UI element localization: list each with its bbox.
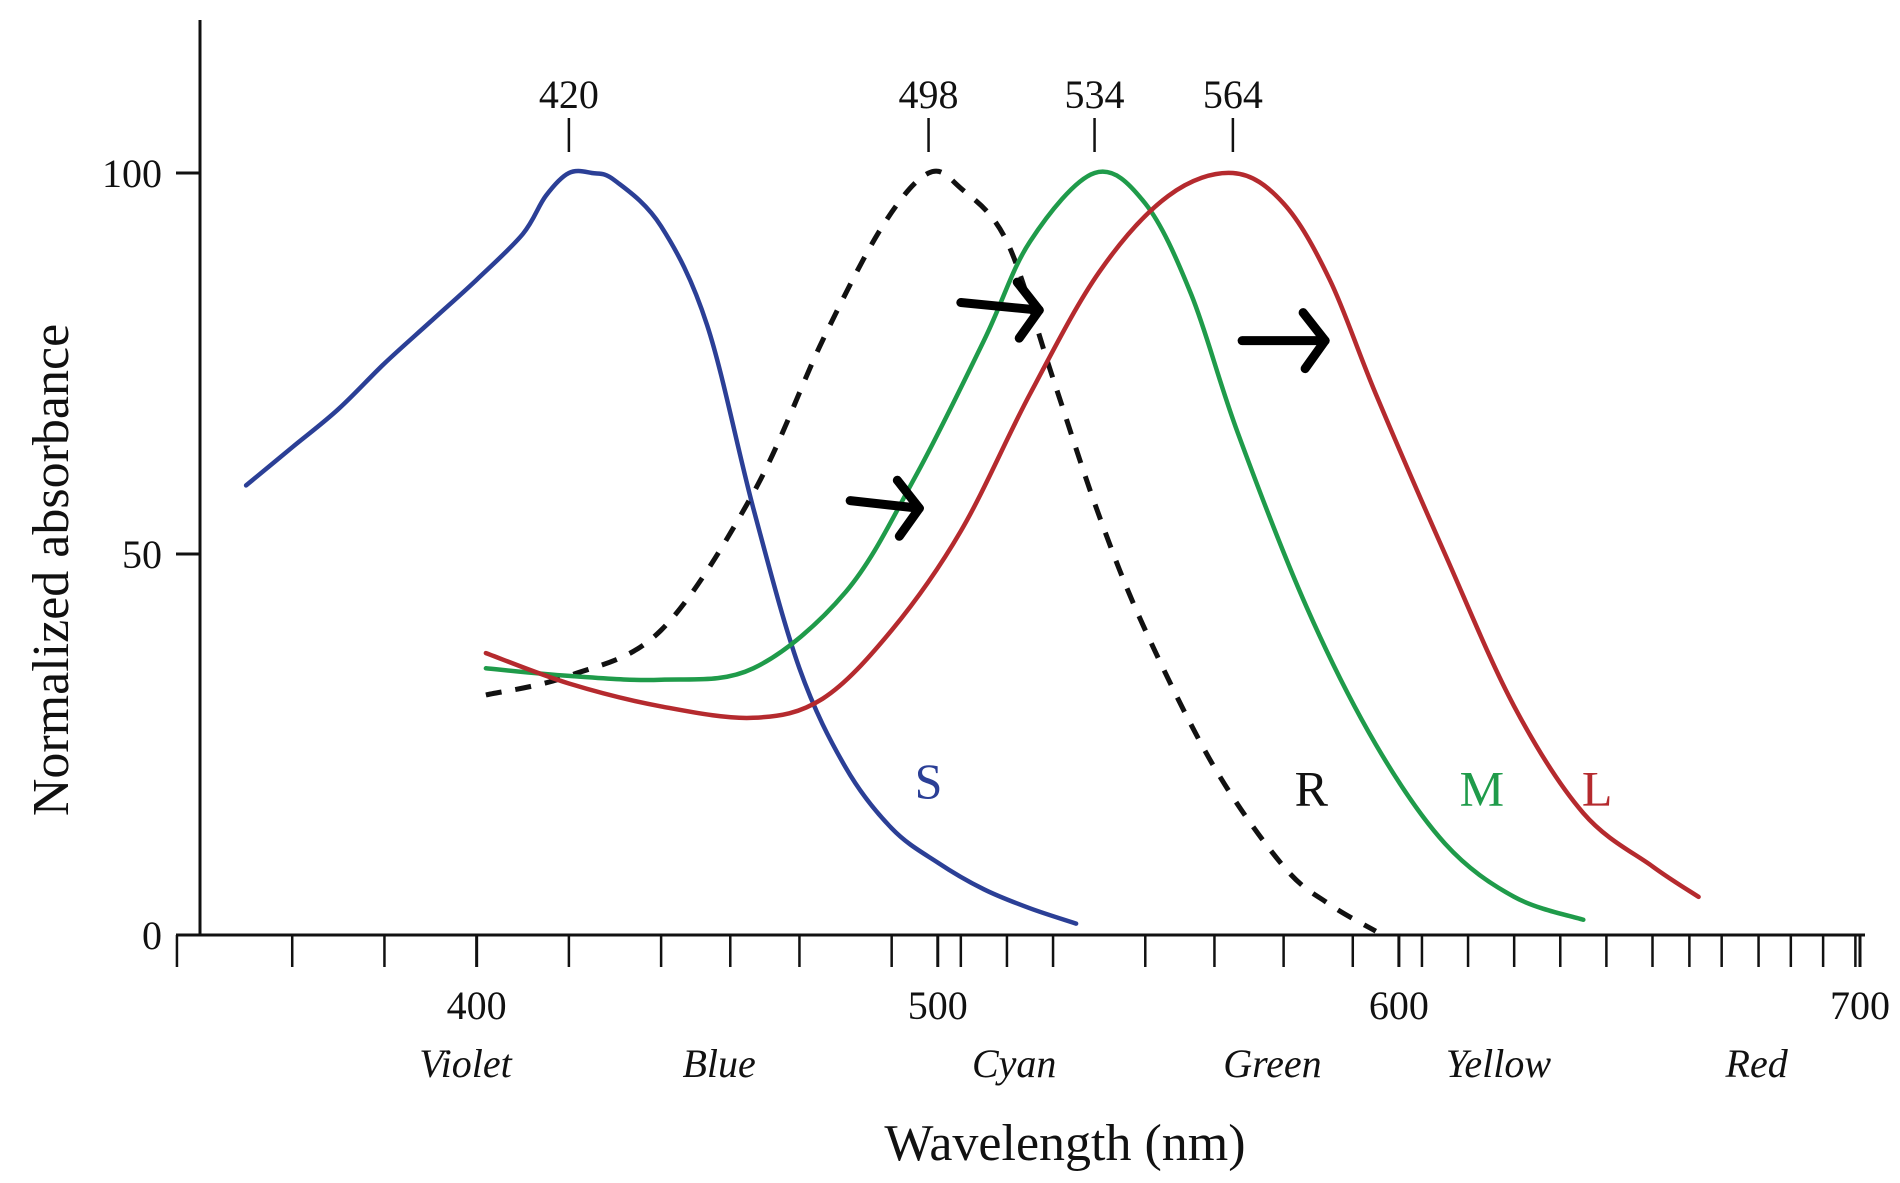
x-tick-label: 400 [447, 983, 507, 1028]
shift-arrow [956, 277, 1044, 343]
color-band-blue: Blue [682, 1041, 755, 1086]
series-label-m: M [1460, 760, 1504, 816]
color-band-red: Red [1725, 1041, 1789, 1086]
shift-arrows [845, 277, 1330, 541]
y-tick-label: 0 [142, 913, 162, 958]
shift-arrow [845, 475, 924, 541]
series-line-m [483, 169, 1586, 923]
series-line-s [243, 168, 1079, 926]
y-axis-title: Normalized absorbance [23, 324, 80, 816]
series-line-l [483, 170, 1701, 900]
color-band-green: Green [1223, 1041, 1321, 1086]
x-tick-label: 500 [908, 983, 968, 1028]
axes: 0 50 100 400 500 600 700 [102, 20, 1890, 1028]
y-tick-label: 100 [102, 151, 162, 196]
y-tick-label: 50 [122, 532, 162, 577]
color-band-cyan: Cyan [972, 1041, 1056, 1086]
series-label-r: R [1295, 760, 1329, 816]
shift-arrow [1237, 308, 1330, 374]
peak-marker-label: 498 [899, 72, 959, 117]
peak-marker-label: 420 [539, 72, 599, 117]
color-band-yellow: Yellow [1446, 1041, 1552, 1086]
color-band-violet: Violet [419, 1041, 512, 1086]
x-axis-title: Wavelength (nm) [884, 1115, 1245, 1172]
series-line-r [485, 168, 1378, 934]
x-tick-label: 700 [1830, 983, 1890, 1028]
peak-marker-label: 564 [1203, 72, 1263, 117]
series-label-l: L [1582, 760, 1613, 816]
series-label-s: S [915, 753, 943, 809]
peak-marker-label: 534 [1065, 72, 1125, 117]
peak-markers: 420 498 534 564 [539, 72, 1263, 152]
series-layer [243, 168, 1701, 934]
x-tick-label: 600 [1369, 983, 1429, 1028]
color-band-labels: Violet Blue Cyan Green Yellow Red [419, 1041, 1788, 1086]
